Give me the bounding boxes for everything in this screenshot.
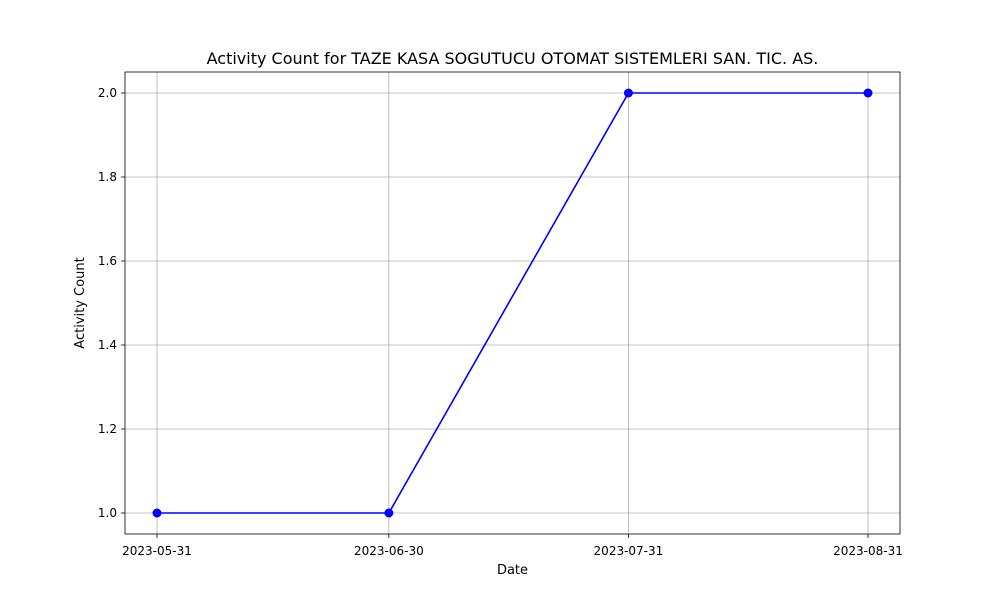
plot-background [125,72,900,534]
data-point [384,508,394,518]
x-tick-label: 2023-06-30 [354,544,424,558]
axis-ticks: 2023-05-31 2023-06-30 2023-07-31 2023-08-31… [98,86,903,558]
y-tick-label: 2.0 [98,86,117,100]
data-point [152,508,162,518]
data-point [863,88,873,98]
x-axis-label: Date [497,563,528,578]
data-point [623,88,633,98]
x-tick-label: 2023-07-31 [594,544,664,558]
data-series [152,88,873,518]
y-axis-label: Activity Count [73,257,88,348]
y-tick-label: 1.0 [98,506,117,520]
y-tick-label: 1.6 [98,254,117,268]
x-tick-label: 2023-05-31 [122,544,192,558]
plot-frame [124,71,901,535]
y-tick-label: 1.8 [98,170,117,184]
y-tick-label: 1.4 [98,338,117,352]
series-line [157,92,868,514]
x-tick-label: 2023-08-31 [833,544,903,558]
chart-title: Activity Count for TAZE KASA SOGUTUCU OT… [207,49,819,68]
y-tick-label: 1.2 [98,422,117,436]
